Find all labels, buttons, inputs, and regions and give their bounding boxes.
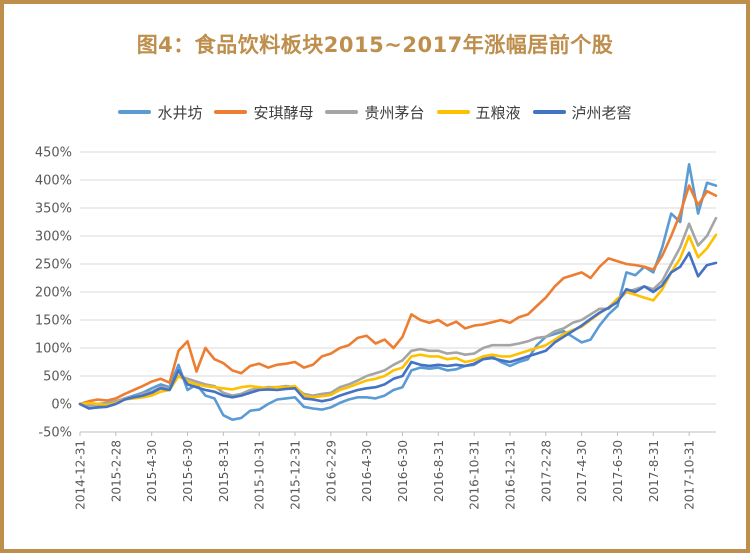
x-tick-label: 2016-4-30 (360, 440, 374, 502)
y-tick-label: 150% (35, 314, 72, 329)
x-tick-label: 2017-4-30 (575, 440, 589, 502)
y-tick-label: 450% (35, 146, 72, 161)
legend-item-wuliangye: 五粮液 (436, 102, 521, 123)
legend-swatch-luzhou-laojiao (532, 110, 566, 114)
legend-item-shuijingfang: 水井坊 (118, 102, 202, 123)
legend-swatch-wuliangye (436, 110, 470, 114)
legend-label-luzhou-laojiao: 泸州老窖 (571, 103, 632, 122)
legend-label-angel-yeast: 安琪酵母 (253, 103, 314, 122)
y-tick-label: 400% (35, 174, 72, 189)
legend-item-angel-yeast: 安琪酵母 (214, 102, 313, 123)
x-tick-label: 2014-12-31 (74, 440, 88, 510)
x-tick-label: 2015-8-31 (217, 440, 231, 502)
x-tick-label: 2017-2-28 (539, 440, 553, 502)
y-tick-label: 300% (35, 230, 72, 245)
line-chart: 450% 400% 350% 300% 250% 200% 150% 100% 50% 0% -50… (35, 146, 718, 510)
x-tick-label: 2016-12-31 (503, 440, 517, 510)
series-lines (78, 162, 718, 422)
y-tick-label: 50% (43, 370, 72, 385)
x-axis-labels: 2014-12-31 2015-2-28 2015-4-30 2015-6-30 201… (74, 432, 697, 510)
chart-area: 450% 400% 350% 300% 250% 200% 150% 100% 50% 0% -50… (4, 124, 746, 528)
y-tick-label: 200% (35, 286, 72, 301)
x-tick-label: 2015-4-30 (145, 440, 159, 502)
x-tick-label: 2015-12-31 (288, 440, 302, 510)
x-tick-label: 2016-8-31 (432, 440, 446, 502)
x-tick-label: 2017-8-31 (647, 440, 661, 502)
series-line-shuijingfang (78, 162, 718, 422)
gridlines (80, 151, 716, 433)
x-tick-label: 2015-6-30 (181, 440, 195, 502)
y-tick-label: 100% (35, 342, 72, 357)
x-tick-label: 2015-10-31 (253, 440, 267, 510)
x-tick-label: 2015-2-28 (109, 440, 123, 502)
series-line-luzhou-laojiao (78, 251, 718, 410)
legend-label-wuliangye: 五粮液 (475, 103, 521, 122)
x-tick-label: 2016-6-30 (396, 440, 410, 502)
legend-swatch-shuijingfang (118, 110, 152, 114)
legend-item-guizhou-moutai: 贵州茅台 (325, 102, 425, 123)
x-tick-label: 2017-10-31 (683, 440, 697, 510)
chart-legend: 水井坊 安琪酵母 贵州茅台 五粮液 泸州老窖 (4, 102, 746, 122)
x-tick-label: 2016-10-31 (468, 440, 482, 510)
y-tick-label: 250% (35, 258, 72, 273)
x-tick-label: 2017-6-30 (611, 440, 625, 502)
legend-swatch-guizhou-moutai (325, 110, 359, 114)
legend-label-guizhou-moutai: 贵州茅台 (364, 103, 425, 122)
series-line-angel-yeast (78, 184, 718, 406)
legend-label-shuijingfang: 水井坊 (157, 103, 203, 122)
legend-item-luzhou-laojiao: 泸州老窖 (532, 102, 632, 123)
x-tick-label: 2016-2-29 (324, 440, 338, 502)
y-tick-label: -50% (38, 426, 72, 441)
legend-swatch-angel-yeast (214, 110, 248, 114)
figure-title: 图4：食品饮料板块2015~2017年涨幅居前个股 (136, 33, 614, 57)
y-tick-label: 0% (51, 398, 72, 413)
y-axis-labels: 450% 400% 350% 300% 250% 200% 150% 100% 50% 0% -50… (35, 146, 72, 441)
y-tick-label: 350% (35, 202, 72, 217)
